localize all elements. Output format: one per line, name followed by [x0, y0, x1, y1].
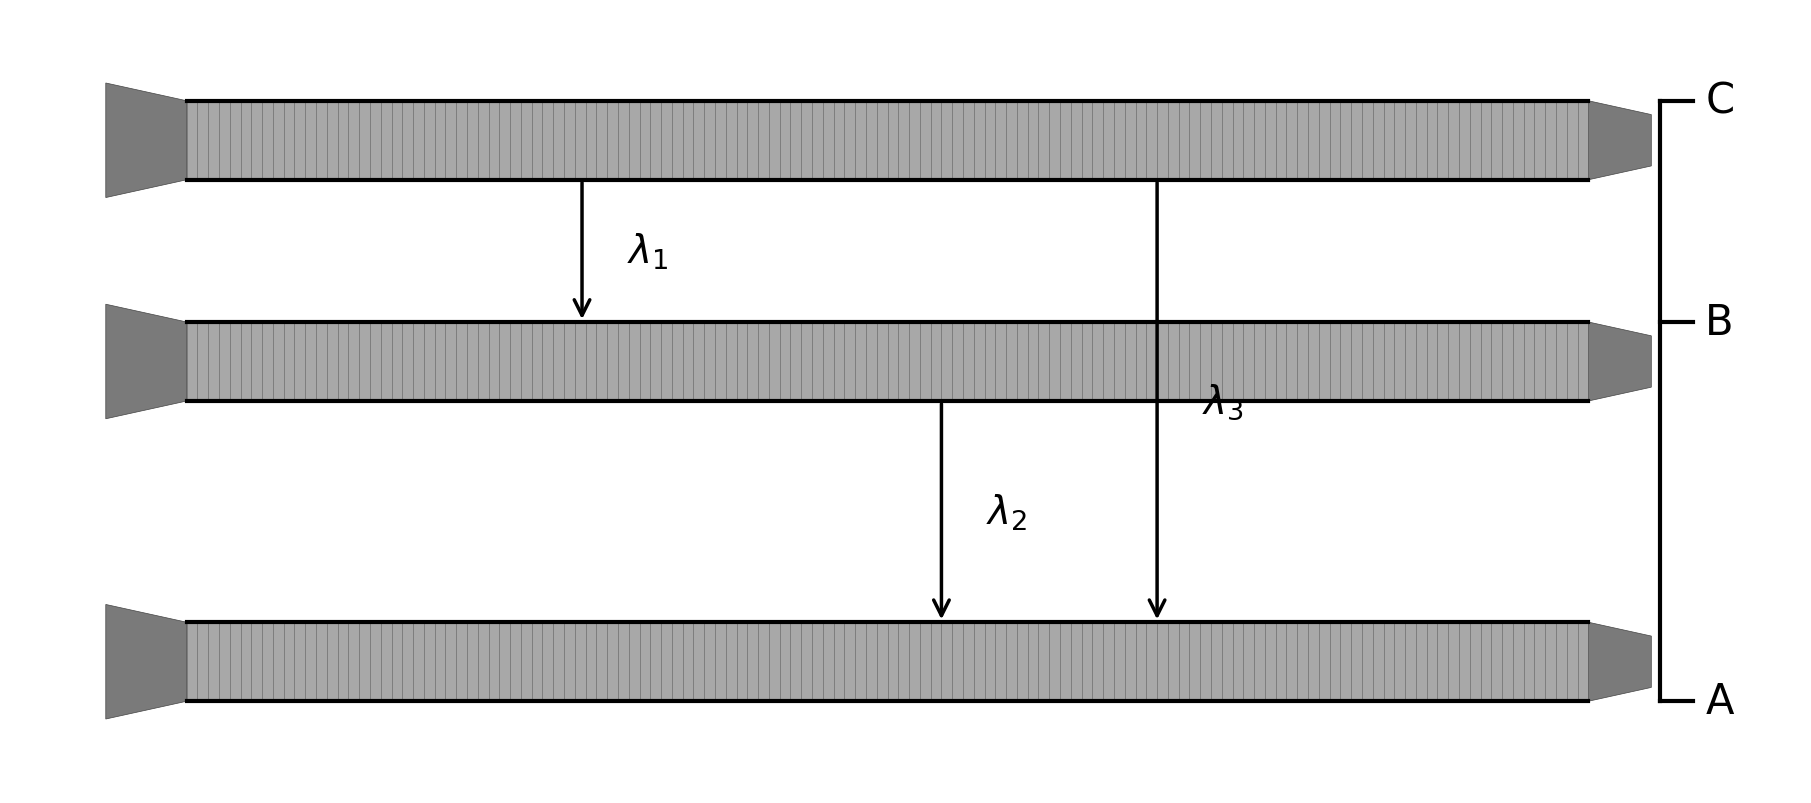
- Text: C: C: [1706, 80, 1735, 123]
- Text: $\lambda_3$: $\lambda_3$: [1203, 381, 1244, 422]
- Polygon shape: [1588, 102, 1652, 181]
- Bar: [187, 102, 1588, 181]
- Polygon shape: [105, 84, 187, 198]
- Polygon shape: [1588, 622, 1652, 701]
- Text: $\lambda_1$: $\lambda_1$: [627, 231, 668, 271]
- Bar: [187, 323, 1588, 402]
- Text: A: A: [1706, 680, 1733, 723]
- Polygon shape: [105, 305, 187, 419]
- Polygon shape: [1588, 323, 1652, 402]
- Bar: [187, 622, 1588, 701]
- Text: $\lambda_2$: $\lambda_2$: [987, 492, 1027, 532]
- Polygon shape: [105, 605, 187, 719]
- Text: B: B: [1706, 302, 1733, 344]
